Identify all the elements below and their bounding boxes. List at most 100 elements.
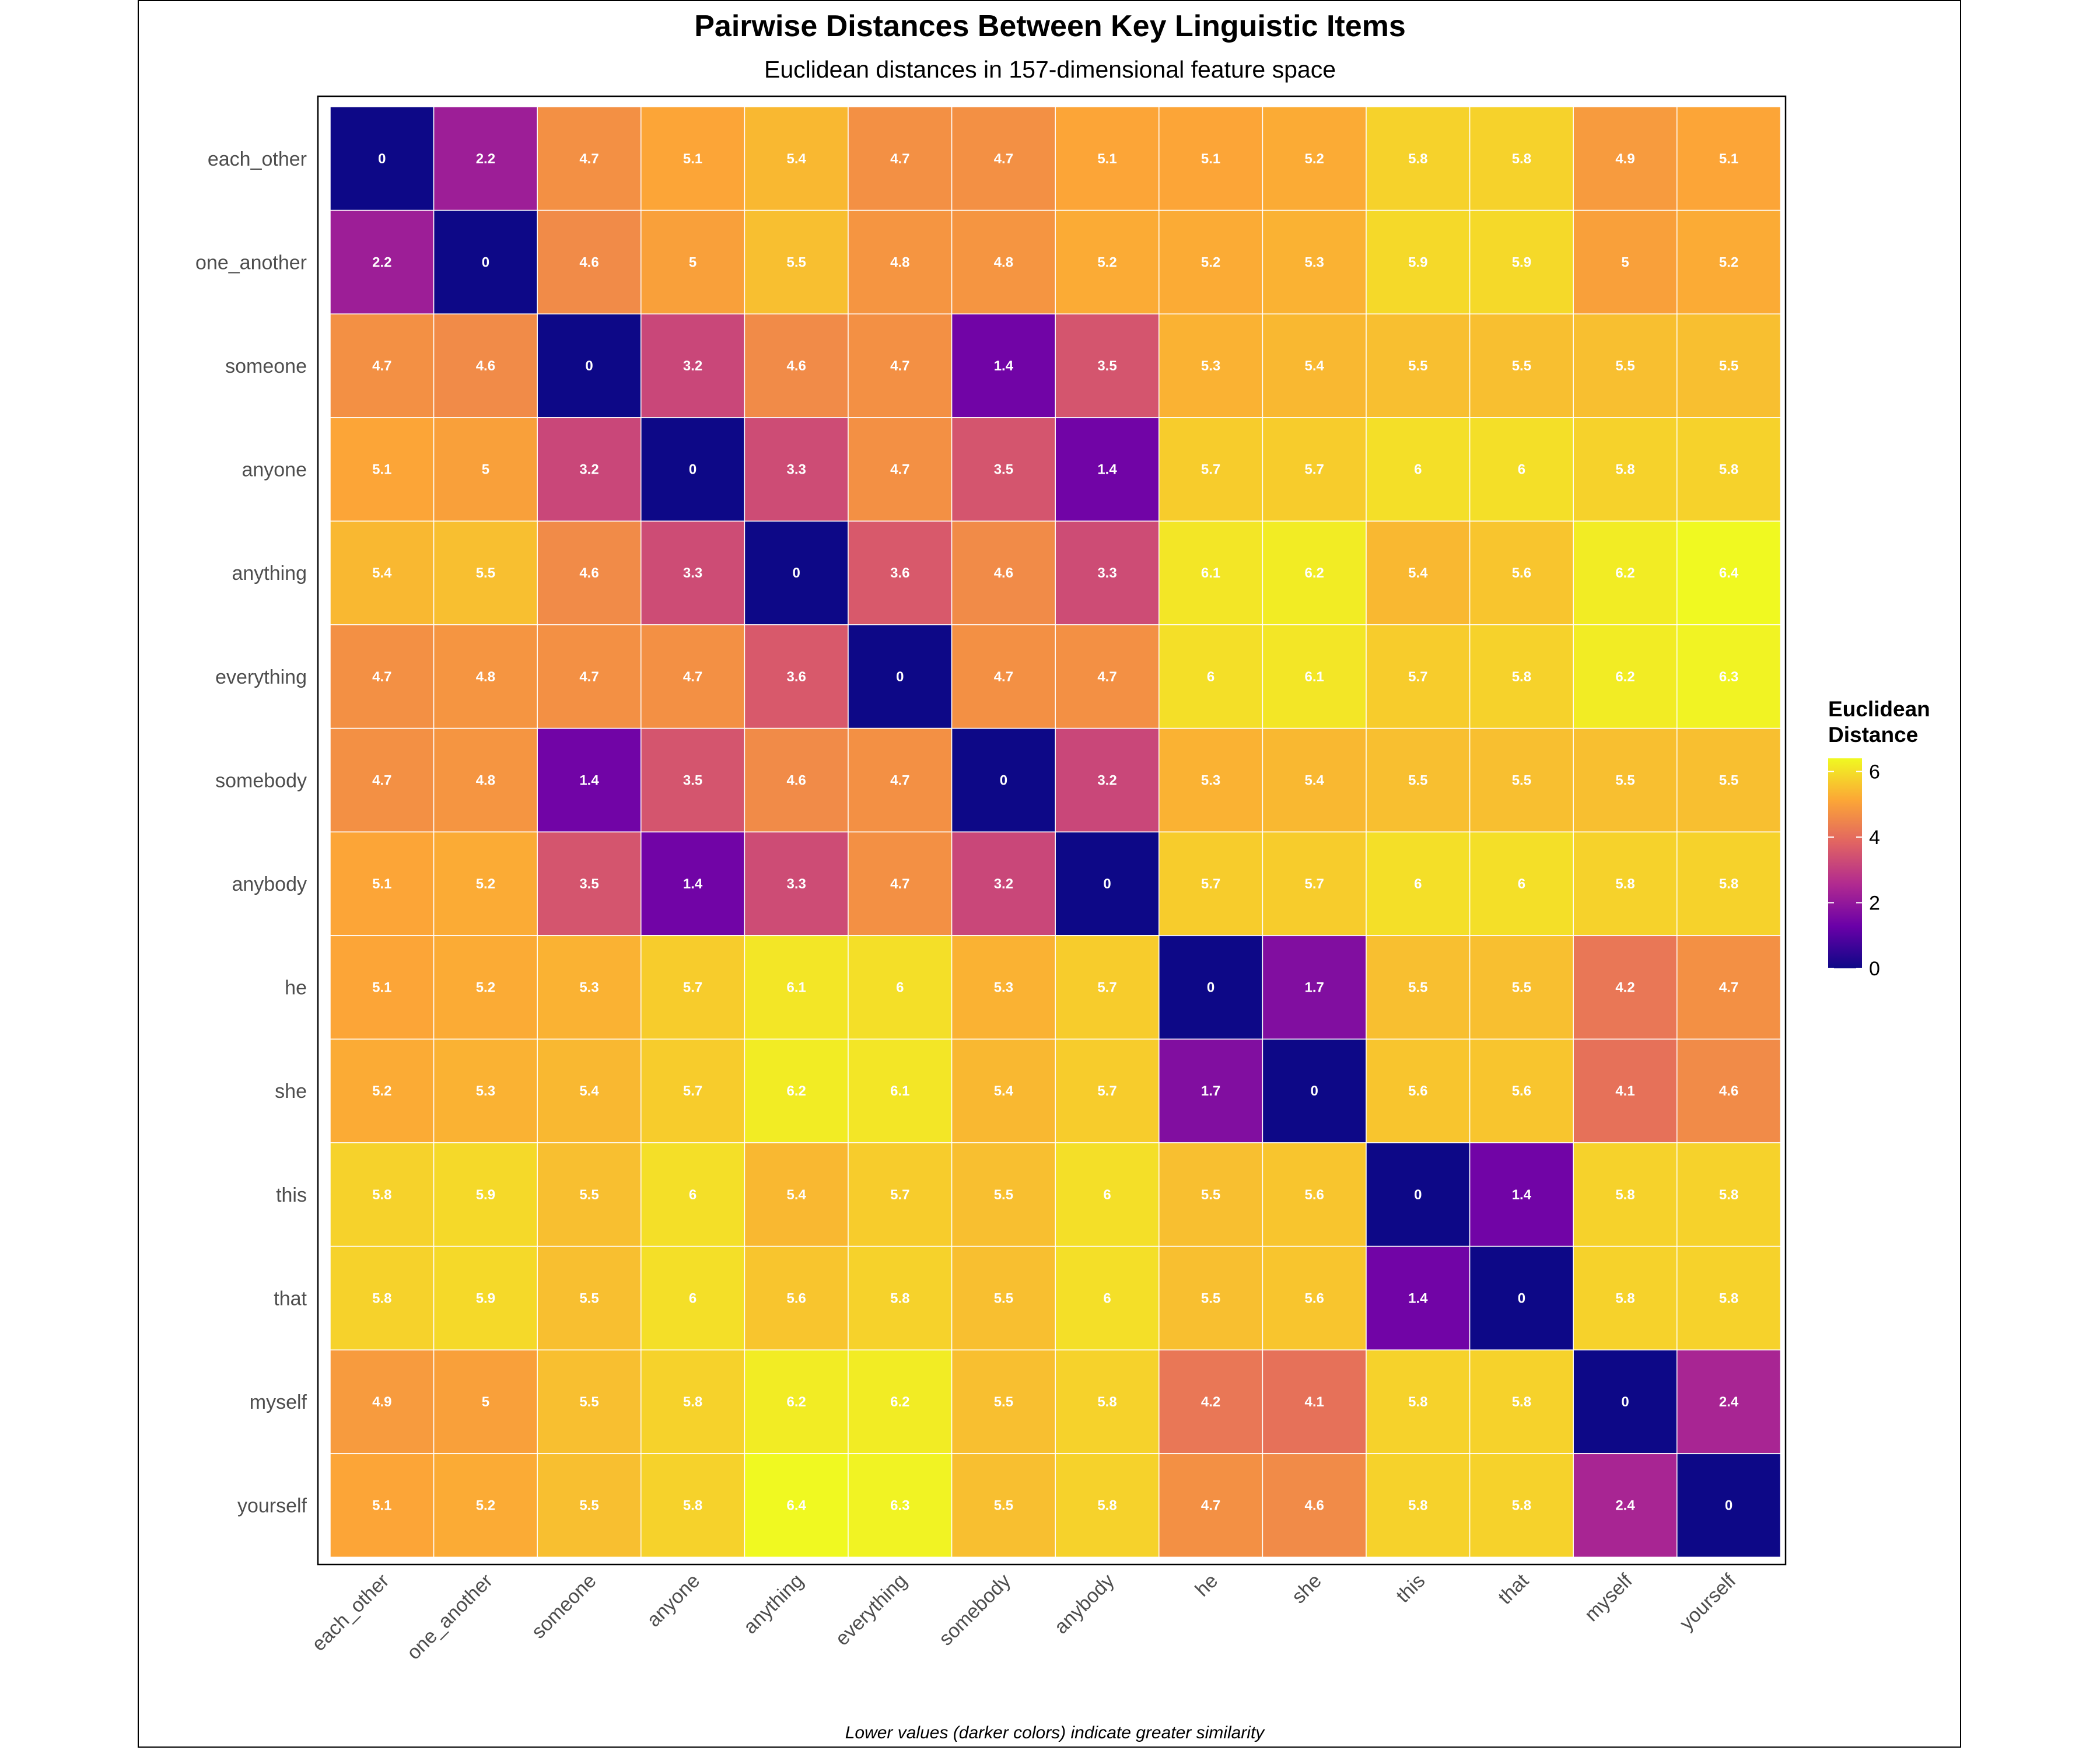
- legend-tick-label: 4: [1869, 827, 1880, 849]
- cell-value-label: 5.7: [683, 1083, 702, 1099]
- cell-value-label: 5.7: [1097, 980, 1116, 996]
- heatmap-cell: [1573, 1142, 1678, 1247]
- y-tick-label: this: [276, 1184, 307, 1206]
- x-tick-label: anybody: [1050, 1570, 1119, 1639]
- heatmap-cell: [1676, 106, 1782, 211]
- heatmap-cell: [1366, 1453, 1471, 1558]
- cell-value-label: 4.7: [890, 772, 909, 788]
- cell-value-label: 6.1: [1305, 669, 1324, 685]
- cell-value-label: 5.8: [1615, 876, 1634, 892]
- heatmap-cell: [1262, 831, 1367, 936]
- cell-value-label: 3.2: [683, 358, 702, 374]
- y-tick-label: she: [275, 1080, 307, 1102]
- cell-value-label: 5.7: [1305, 876, 1324, 892]
- cell-value-label: 5.7: [890, 1187, 909, 1203]
- heatmap-cell: [744, 1038, 849, 1143]
- heatmap-cell: [330, 727, 435, 832]
- cell-value-label: 0: [1414, 1187, 1422, 1203]
- heatmap-cell: [1262, 1142, 1367, 1247]
- cell-value-label: 0: [482, 254, 489, 270]
- heatmap-cell: [1676, 1453, 1782, 1558]
- heatmap-cell: [744, 106, 849, 211]
- cell-value-label: 5.7: [1201, 876, 1220, 892]
- cell-value-label: 0: [1207, 980, 1214, 996]
- cell-value-label: 5.8: [1719, 462, 1738, 478]
- heatmap-cell: [1573, 1245, 1678, 1350]
- heatmap-cell: [848, 935, 953, 1040]
- heatmap-cell: [744, 1142, 849, 1247]
- cell-value-label: 5.5: [579, 1394, 598, 1410]
- heatmap-cell: [433, 1245, 538, 1350]
- heatmap-cell: [1676, 727, 1782, 832]
- cell-value-label: 5.4: [994, 1083, 1014, 1099]
- heatmap-cell: [433, 935, 538, 1040]
- heatmap-cell: [1469, 727, 1574, 832]
- cell-value-label: 4.7: [683, 669, 702, 685]
- cell-value-label: 2.2: [372, 254, 391, 270]
- y-tick-label: everything: [215, 666, 307, 688]
- cell-value-label: 5.5: [1512, 358, 1531, 374]
- heatmap-cell: [1055, 1245, 1160, 1350]
- heatmap-cell: [433, 1349, 538, 1454]
- heatmap-cell: [1055, 1038, 1160, 1143]
- heatmap-cell: [1469, 209, 1574, 314]
- cell-value-label: 5.8: [372, 1187, 391, 1203]
- heatmap-cell: [640, 1038, 746, 1143]
- heatmap-cell: [330, 1038, 435, 1143]
- cell-value-label: 6.1: [787, 980, 806, 996]
- cell-value-label: 5.5: [1615, 772, 1634, 788]
- cell-value-label: 5.7: [1305, 462, 1324, 478]
- cell-value-label: 6.3: [1719, 669, 1738, 685]
- heatmap-cell: [951, 624, 1056, 729]
- legend-colorbar: [1828, 758, 1862, 968]
- heatmap-cell: [1262, 417, 1367, 522]
- cell-value-label: 4.7: [1201, 1498, 1220, 1514]
- heatmap-cell: [1055, 1142, 1160, 1247]
- cell-value-label: 2.4: [1719, 1394, 1739, 1410]
- heatmap-cell: [1262, 1245, 1367, 1350]
- heatmap-cell: [330, 417, 435, 522]
- y-tick-label: he: [285, 977, 307, 999]
- heatmap-cell: [1262, 313, 1367, 418]
- heatmap-cell: [330, 1245, 435, 1350]
- cell-value-label: 5.2: [1097, 254, 1116, 270]
- cell-value-label: 4.7: [579, 669, 598, 685]
- heatmap-cell: [1158, 1245, 1264, 1350]
- heatmap-cell: [951, 313, 1056, 418]
- x-tick-label: anything: [739, 1570, 808, 1639]
- cell-value-label: 5.9: [1408, 254, 1427, 270]
- heatmap-cell: [330, 624, 435, 729]
- cell-value-label: 4.7: [372, 772, 391, 788]
- heatmap-cell: [848, 1453, 953, 1558]
- heatmap-cell: [537, 106, 642, 211]
- heatmap-cell: [1262, 624, 1367, 729]
- cell-value-label: 5.8: [1408, 1498, 1427, 1514]
- cell-value-label: 4.8: [890, 254, 909, 270]
- y-tick-label: someone: [225, 355, 307, 377]
- heatmap-cell-labels: 0 2.2 4.7 5.1 5.4 4.7 4.7 5.1 5.1 5.2 5.8 5.8 4.9 5.1…: [372, 151, 1739, 1514]
- x-tick-label: someone: [527, 1570, 601, 1643]
- heatmap-cell: [537, 1245, 642, 1350]
- cell-value-label: 6.1: [1201, 565, 1220, 581]
- x-tick-label: this: [1392, 1570, 1429, 1607]
- heatmap-cell: [1676, 209, 1782, 314]
- x-tick-label: anyone: [643, 1570, 705, 1632]
- heatmap-cell: [848, 831, 953, 936]
- cell-value-label: 4.8: [476, 772, 495, 788]
- heatmap-cell: [1262, 1349, 1367, 1454]
- cell-value-label: 5.1: [372, 876, 391, 892]
- cell-value-label: 1.7: [1201, 1083, 1220, 1099]
- cell-value-label: 5.8: [890, 1290, 909, 1306]
- cell-value-label: 5.7: [683, 980, 702, 996]
- cell-value-label: 6: [896, 980, 904, 996]
- heatmap-cell: [1158, 209, 1264, 314]
- cell-value-label: 4.6: [579, 565, 598, 581]
- heatmap-cell: [537, 935, 642, 1040]
- cell-value-label: 5: [689, 254, 696, 270]
- heatmap-cell: [330, 935, 435, 1040]
- cell-value-label: 5.8: [1719, 1187, 1738, 1203]
- heatmap-cell: [951, 417, 1056, 522]
- cell-value-label: 5.5: [1719, 358, 1738, 374]
- heatmap-cell: [1158, 1142, 1264, 1247]
